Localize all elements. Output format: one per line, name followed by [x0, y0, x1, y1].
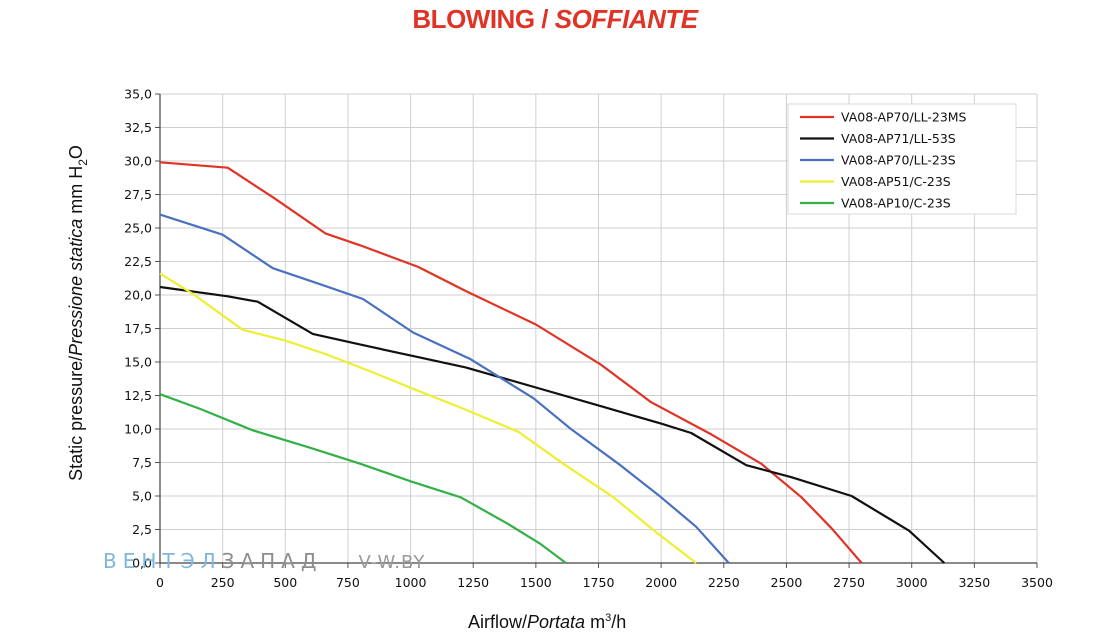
y-axis-label-italic: Pressione statica — [66, 218, 87, 356]
x-tick-label: 1000 — [395, 575, 427, 590]
legend-label-va08-ap70-ll-23ms: VA08-AP70/LL-23MS — [841, 110, 967, 125]
watermark-url: V-W.BY — [358, 552, 426, 573]
x-tick-label: 0 — [156, 575, 164, 590]
y-tick-label: 2,5 — [132, 522, 152, 537]
x-tick-label: 2500 — [771, 575, 803, 590]
y-axis-label: Static pressure/Pressione statica mm H2O — [66, 145, 90, 481]
y-tick-label: 0,0 — [132, 556, 152, 571]
x-tick-label: 250 — [211, 575, 235, 590]
x-tick-label: 3250 — [958, 575, 990, 590]
y-tick-label: 32,5 — [124, 120, 152, 135]
y-tick-label: 5,0 — [132, 489, 152, 504]
x-axis-unit-post: /h — [611, 612, 627, 632]
x-tick-label: 3500 — [1021, 575, 1053, 590]
y-tick-label: 17,5 — [124, 321, 152, 336]
x-tick-labels: 0 250 500 750 1000 1250 1500 1750 2000 2250 2500 27… — [156, 575, 1053, 590]
series-line-va08-ap51-c-23s — [159, 272, 697, 564]
x-axis-label-main: Airflow/ — [468, 612, 528, 632]
x-axis-label: Airflow/Portata m3/h — [468, 612, 626, 633]
y-axis-unit: mm H — [66, 165, 87, 219]
x-tick-label: 750 — [336, 575, 360, 590]
chart-title-main: BLOWING / — [412, 4, 555, 34]
x-tick-label: 500 — [273, 575, 297, 590]
x-axis-unit: m — [585, 612, 606, 632]
legend-label-va08-ap51-c-23s: VA08-AP51/C-23S — [841, 174, 951, 189]
x-axis-label-italic: Portata — [527, 612, 586, 632]
x-tick-label: 2000 — [645, 575, 677, 590]
y-tick-label: 22,5 — [124, 254, 152, 269]
legend: VA08-AP70/LL-23MS VA08-AP71/LL-53S VA08-AP… — [787, 103, 1017, 215]
y-tick-label: 27,5 — [124, 187, 152, 202]
series-line-va08-ap71-ll-53s — [159, 285, 946, 564]
x-tick-label: 1250 — [457, 575, 489, 590]
y-tick-label: 25,0 — [124, 221, 152, 236]
y-axis-unit-sub: 2 — [75, 159, 90, 166]
x-tick-label: 1750 — [583, 575, 615, 590]
series-line-va08-ap70-ll-23ms — [159, 161, 863, 564]
x-tick-label: 1500 — [520, 575, 552, 590]
y-axis-unit-post: O — [66, 145, 87, 160]
watermark-part-1: ВЕНТЭЛ — [103, 549, 222, 573]
y-tick-labels: 0,0 2,5 5,0 7,5 10,0 12,5 15,0 17,5 20,0 22,5 25,0… — [124, 87, 152, 571]
chart-title-italic: SOFFIANTE — [554, 4, 698, 34]
legend-label-va08-ap70-ll-23s: VA08-AP70/LL-23S — [841, 153, 956, 168]
x-tick-label: 2250 — [708, 575, 740, 590]
y-tick-label: 10,0 — [124, 422, 152, 437]
y-tick-label: 35,0 — [124, 87, 152, 102]
y-tick-label: 12,5 — [124, 388, 152, 403]
watermark: ВЕНТЭЛЗАПАД V-W.BY — [103, 549, 425, 573]
axes — [155, 93, 1038, 568]
chart-title: BLOWING / SOFFIANTE — [0, 4, 1095, 35]
x-axis-unit-sup: 3 — [605, 612, 612, 624]
x-tick-label: 2750 — [833, 575, 865, 590]
legend-label-va08-ap10-c-23s: VA08-AP10/C-23S — [841, 196, 951, 211]
y-tick-label: 20,0 — [124, 288, 152, 303]
series-line-va08-ap70-ll-23s — [159, 213, 730, 564]
x-tick-label: 3000 — [896, 575, 928, 590]
series-line-va08-ap10-c-23s — [159, 393, 567, 564]
y-tick-label: 7,5 — [132, 455, 152, 470]
y-axis-label-main: Static pressure/ — [66, 355, 87, 481]
legend-label-va08-ap71-ll-53s: VA08-AP71/LL-53S — [841, 131, 956, 146]
y-tick-label: 30,0 — [124, 154, 152, 169]
watermark-part-2: ЗАПАД — [221, 549, 323, 573]
y-tick-label: 15,0 — [124, 355, 152, 370]
series-lines — [159, 161, 946, 564]
